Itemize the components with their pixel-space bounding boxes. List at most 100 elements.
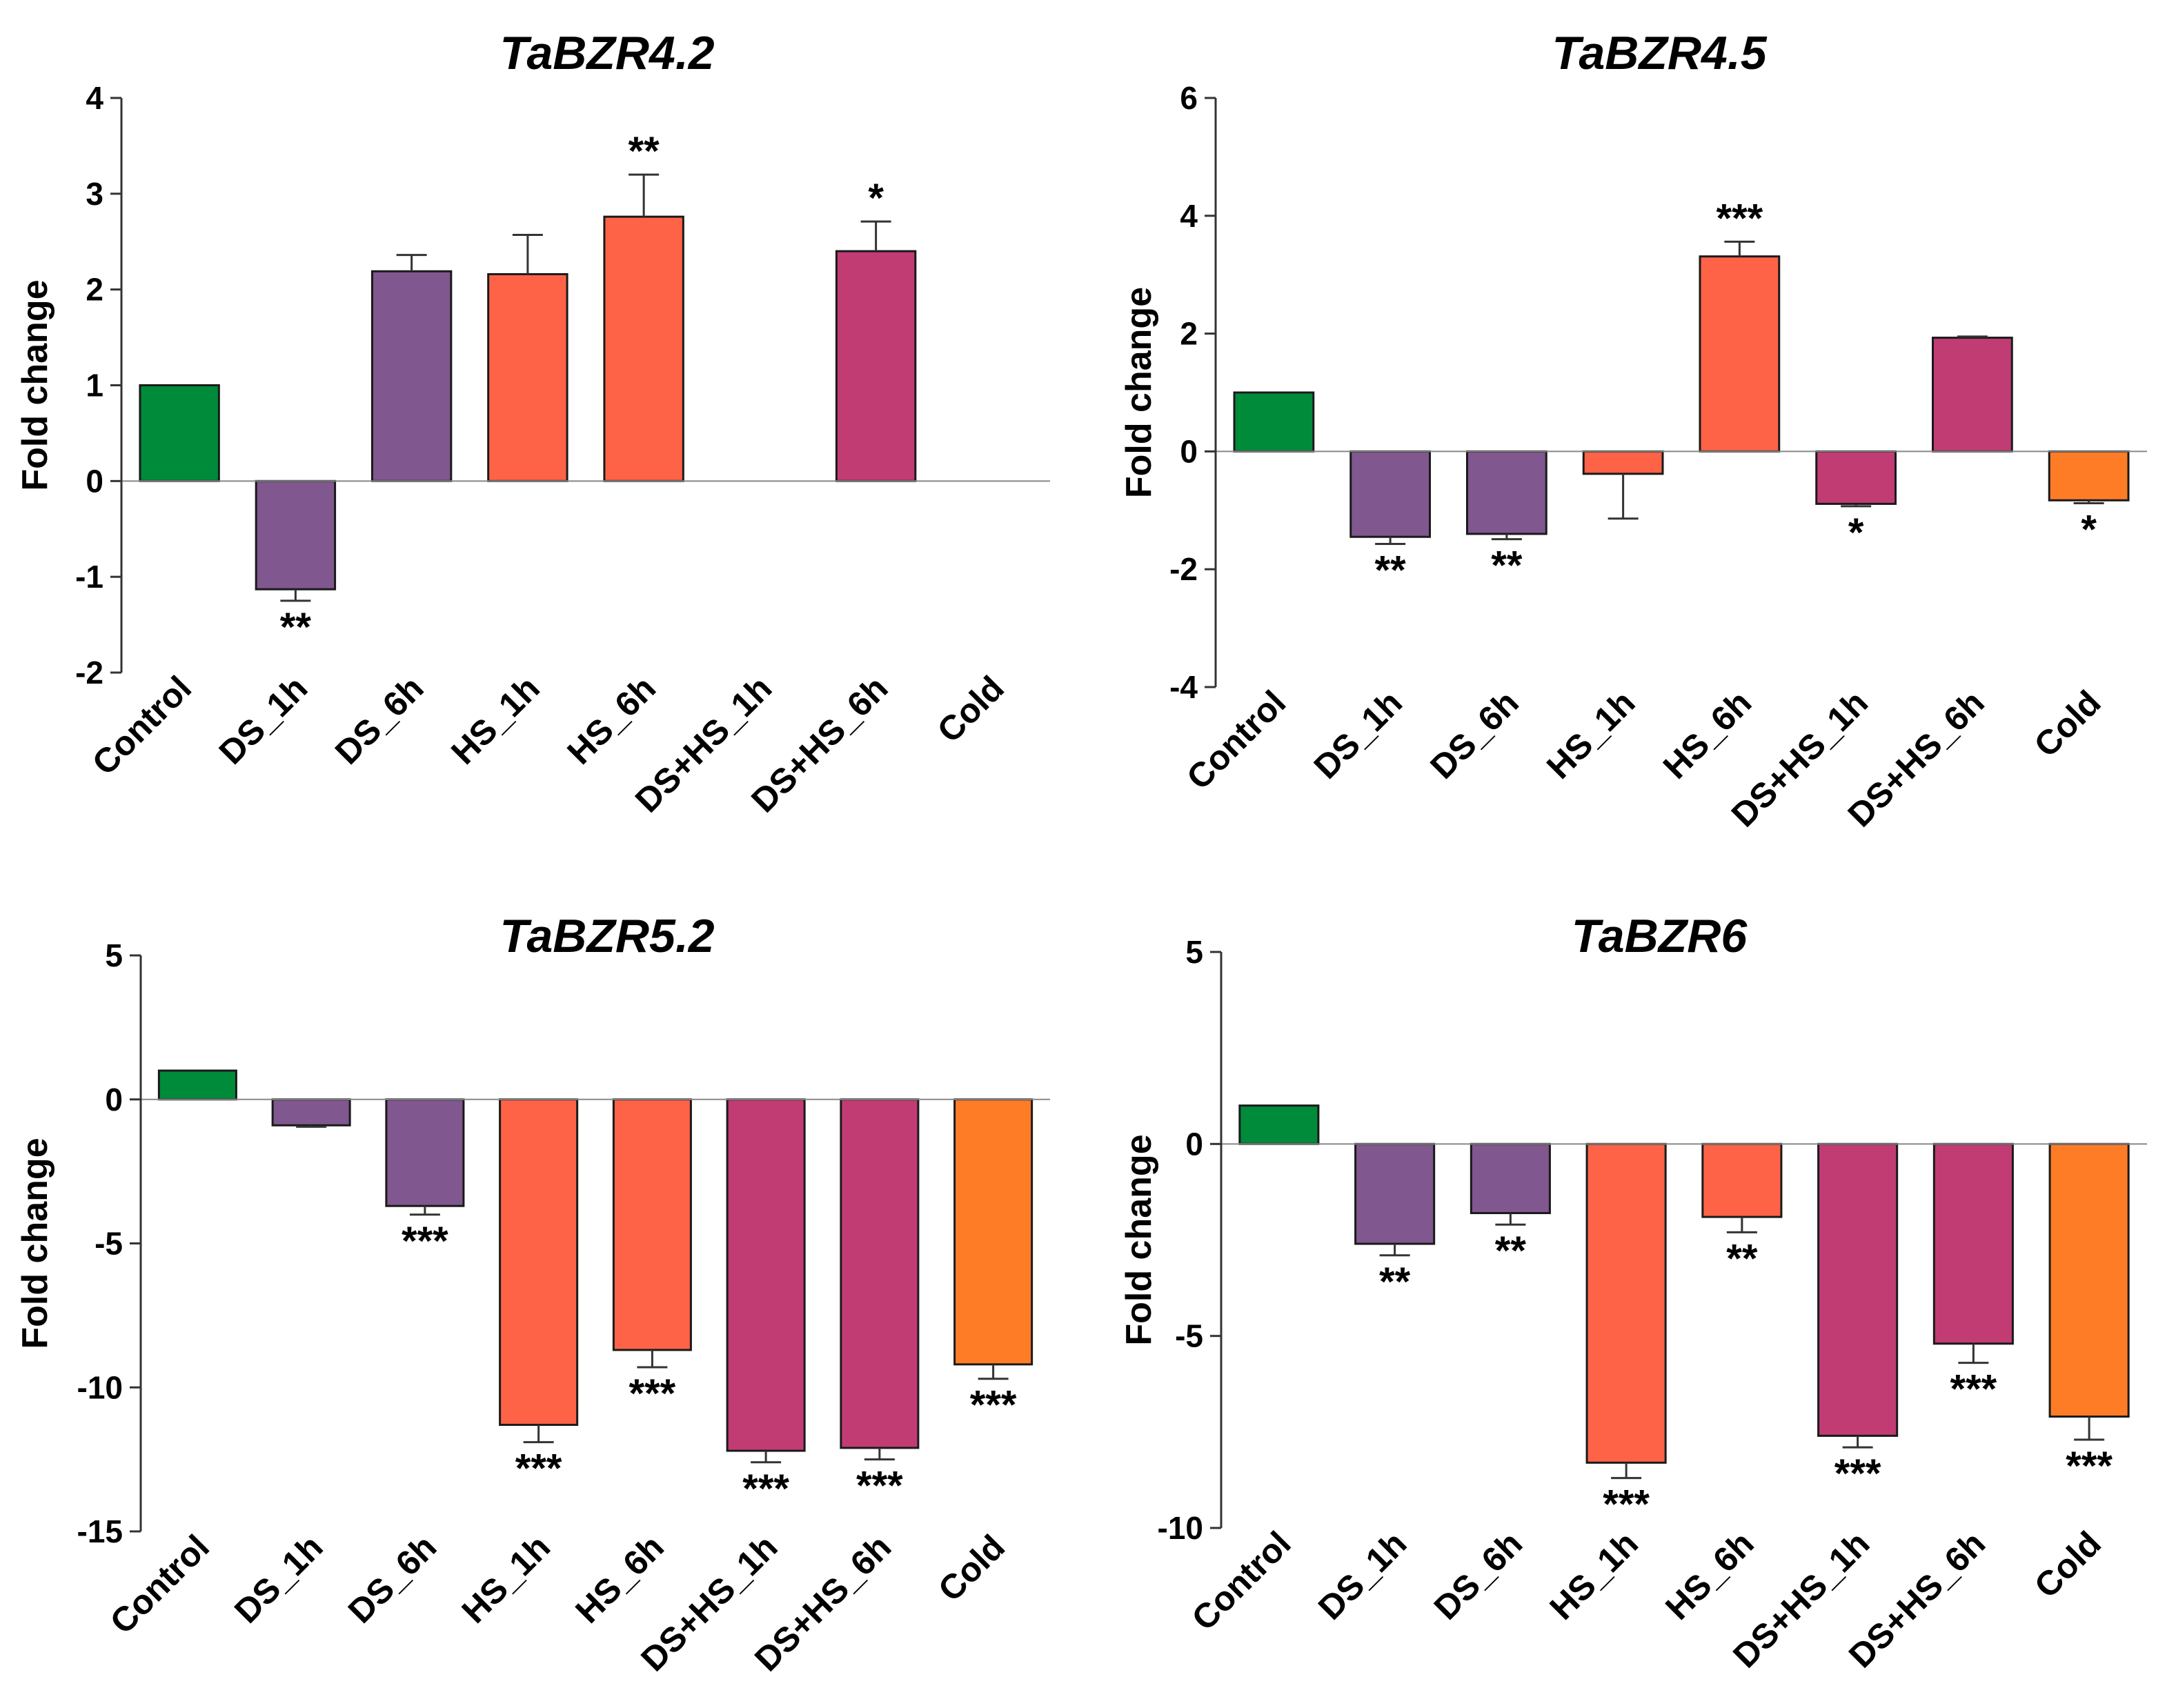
significance-label: ** (629, 129, 660, 174)
x-tick-label: HS_6h (1658, 1524, 1761, 1627)
significance-label: *** (1603, 1482, 1650, 1527)
y-tick-label: -1 (75, 559, 103, 595)
bar-ds-6h (370, 270, 453, 482)
x-tick-label: DS_1h (212, 668, 315, 772)
x-tick-label: HS_6h (568, 1527, 671, 1631)
y-tick-label: 2 (1180, 316, 1198, 352)
significance-label: *** (515, 1447, 562, 1491)
y-tick-label: 1 (86, 368, 103, 404)
significance-label: ** (1726, 1236, 1758, 1281)
y-tick-label: -2 (75, 655, 103, 691)
y-axis-label: Fold change (15, 1138, 55, 1349)
y-axis-label: Fold change (1119, 1134, 1159, 1345)
y-tick-label: -4 (1169, 669, 1198, 705)
y-tick-label: -15 (77, 1513, 123, 1549)
bar-hs-6h (1701, 1142, 1783, 1218)
significance-label: ** (1491, 544, 1523, 588)
x-tick-label: DS_6h (1427, 1524, 1530, 1627)
chart-title: TaBZR4.5 (1552, 27, 1767, 79)
x-tick-label: DS_6h (1423, 683, 1526, 786)
x-tick-label: DS_6h (328, 668, 431, 772)
x-tick-label: Cold (2027, 683, 2108, 764)
y-tick-label: 3 (86, 176, 103, 212)
bar-ds-1h (255, 479, 337, 590)
bar-ds-1h (1354, 1142, 1436, 1245)
x-tick-label: DS_1h (227, 1527, 330, 1631)
y-axis-label: Fold change (15, 279, 55, 490)
y-tick-label: -2 (1169, 551, 1198, 587)
bar-hs-6h (603, 215, 684, 482)
significance-label: *** (1950, 1367, 1997, 1412)
chart-panel-tabzr5-2: TaBZR5.2 Fold change *** *** *** *** *** *** 5 0 -… (15, 910, 1050, 1679)
x-tick-label: HS_6h (1656, 683, 1759, 786)
bar-hs-1h (487, 272, 568, 482)
y-tick-label: -5 (1175, 1318, 1203, 1354)
significance-label: ** (1379, 1260, 1411, 1304)
significance-label: * (2081, 508, 2097, 553)
x-tick-label: DS_6h (341, 1527, 444, 1631)
y-tick-label: 4 (1180, 198, 1198, 234)
bar-ds-6h (385, 1098, 465, 1207)
chart-title: TaBZR4.2 (500, 27, 714, 79)
bar-hs-1h (1585, 1142, 1667, 1464)
bar-control (157, 1069, 237, 1101)
significance-label: ** (280, 605, 312, 650)
y-tick-label: 2 (86, 272, 103, 308)
y-tick-label: 4 (86, 80, 103, 116)
bar-control (139, 384, 220, 482)
chart-title: TaBZR6 (1572, 910, 1748, 962)
significance-label: *** (742, 1467, 789, 1511)
y-tick-label: -10 (1158, 1510, 1203, 1546)
y-tick-label: 0 (86, 463, 103, 499)
y-axis-label: Fold change (1119, 287, 1159, 498)
x-tick-label: HS_1h (455, 1527, 558, 1631)
bar-ds-1h (271, 1098, 351, 1126)
y-tick-label: 5 (1185, 934, 1203, 970)
significance-label: *** (1834, 1451, 1881, 1496)
x-tick-label: Cold (2027, 1524, 2108, 1605)
bar-ds-hs-6h (1932, 337, 2013, 453)
y-tick-label: 6 (1180, 80, 1198, 116)
bar-hs-1h (1582, 450, 1664, 475)
x-tick-label: HS_1h (444, 668, 547, 772)
y-tick-label: 0 (1180, 433, 1198, 469)
bar-ds-hs-6h (840, 1098, 920, 1449)
significance-label: *** (2066, 1444, 2113, 1489)
bar-control (1233, 391, 1315, 453)
y-tick-label: 5 (105, 937, 123, 973)
bar-hs-6h (612, 1098, 692, 1351)
x-tick-label: Cold (931, 1527, 1012, 1609)
x-tick-label: HS_1h (1542, 1524, 1645, 1627)
significance-label: * (868, 176, 884, 221)
x-tick-label: HS_6h (560, 668, 663, 772)
y-tick-label: -10 (77, 1369, 123, 1405)
bar-ds-hs-1h (1817, 1142, 1899, 1437)
bar-ds-1h (1349, 450, 1431, 538)
bar-cold (953, 1098, 1033, 1366)
significance-label: ** (1495, 1229, 1527, 1273)
significance-label: *** (856, 1464, 903, 1509)
bar-ds-hs-6h (1932, 1142, 2014, 1345)
bar-cold (2048, 1142, 2130, 1418)
significance-label: ** (1375, 548, 1407, 593)
y-tick-label: -5 (95, 1226, 123, 1262)
x-tick-label: DS_1h (1311, 1524, 1414, 1627)
x-tick-label: HS_1h (1539, 683, 1643, 786)
x-tick-label: DS_1h (1307, 683, 1410, 786)
x-tick-label: Cold (930, 668, 1011, 750)
y-tick-label: 0 (105, 1082, 123, 1118)
bar-hs-1h (499, 1098, 579, 1427)
significance-label: *** (402, 1219, 448, 1264)
significance-label: *** (970, 1383, 1017, 1428)
significance-label: *** (629, 1371, 676, 1416)
bar-hs-6h (1699, 255, 1781, 453)
bar-ds-hs-1h (1815, 450, 1897, 505)
bar-ds-6h (1470, 1142, 1551, 1215)
chart-title: TaBZR5.2 (500, 910, 714, 962)
bar-control (1238, 1104, 1320, 1145)
bar-cold (2048, 450, 2130, 502)
